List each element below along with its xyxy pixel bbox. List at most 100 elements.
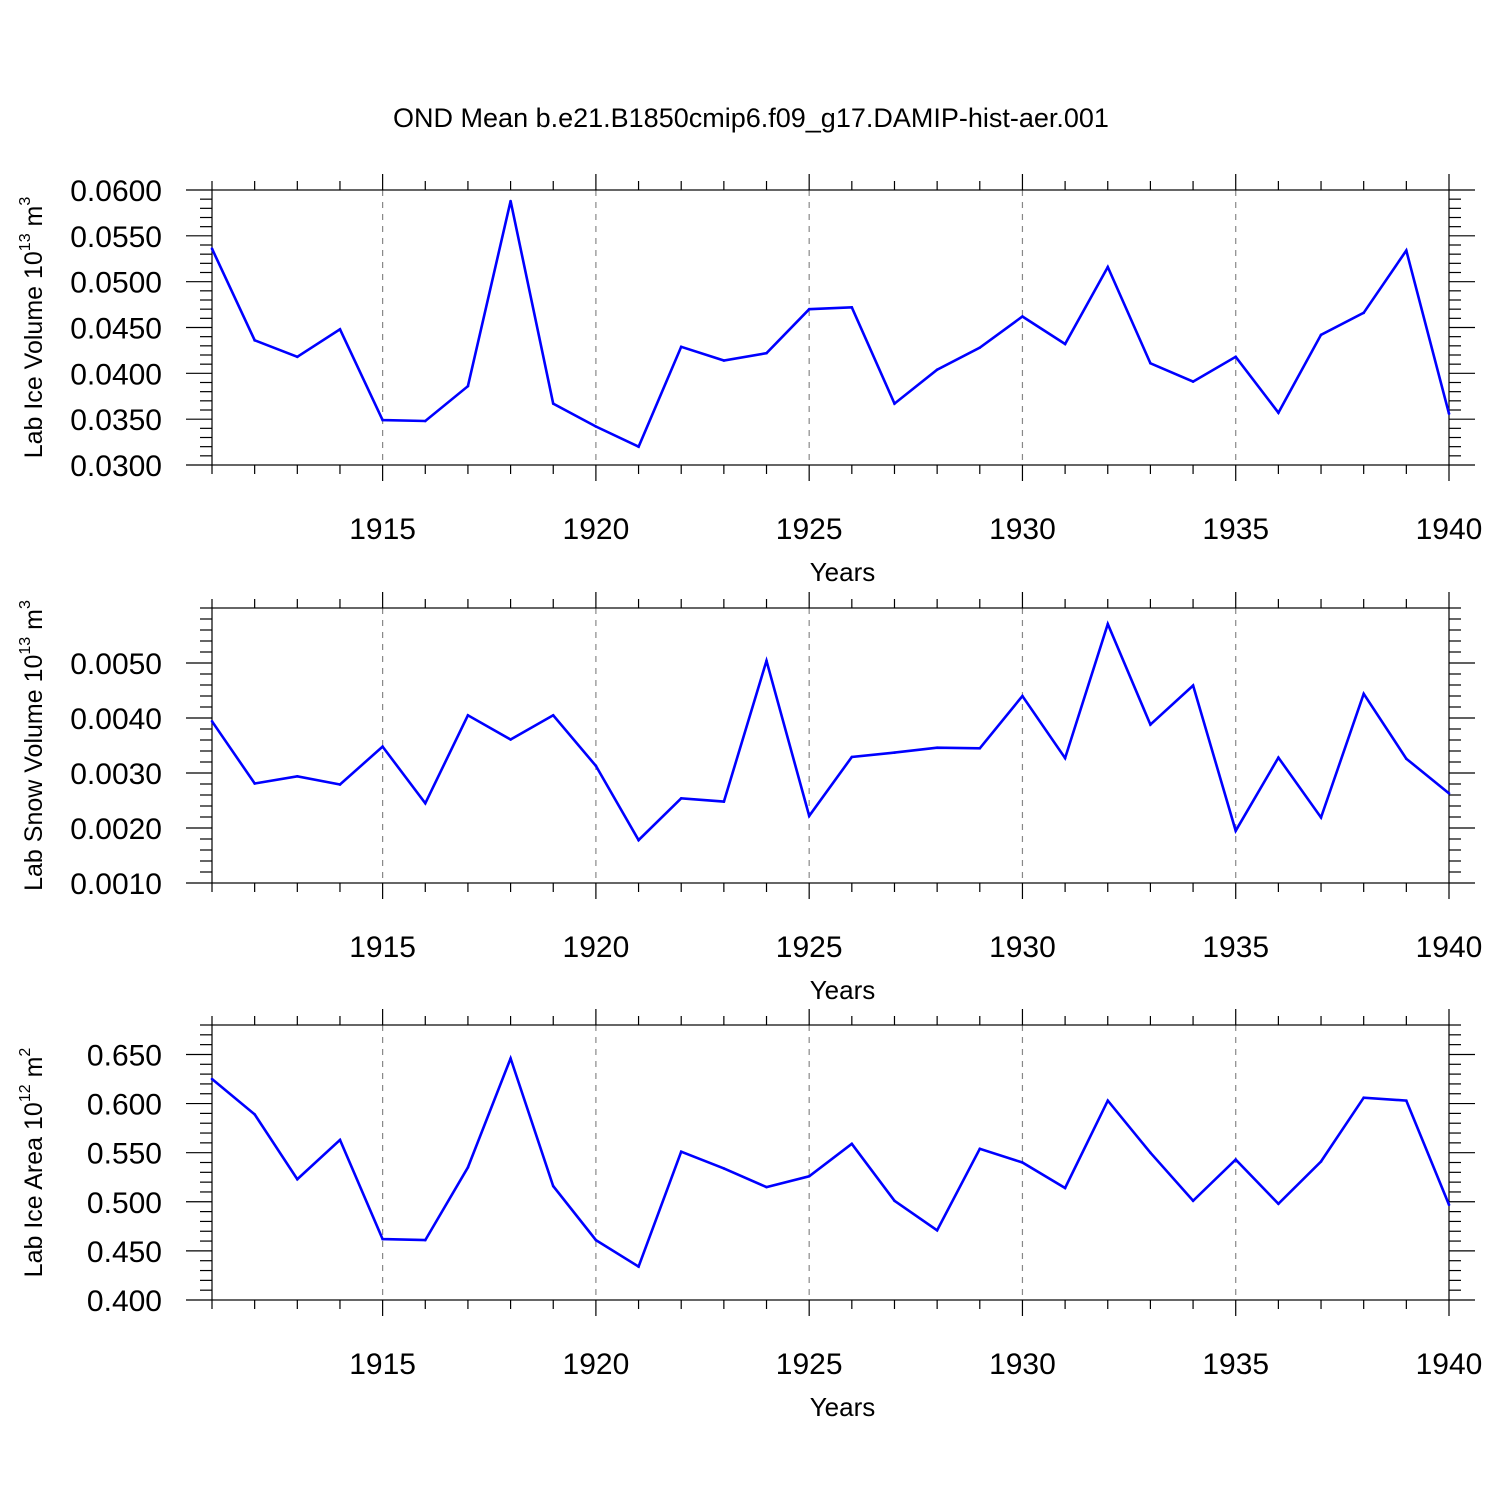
data-point xyxy=(253,1113,256,1116)
data-point xyxy=(978,746,982,750)
data-point xyxy=(594,425,598,428)
data-point xyxy=(551,713,555,717)
y-axis-label-text: Lab Snow Volume 10 xyxy=(20,655,48,891)
data-point xyxy=(850,306,854,309)
y-tick-label: 0.0550 xyxy=(70,221,162,254)
y-axis-label-text: Lab Ice Area 10 xyxy=(20,1102,48,1277)
data-point xyxy=(210,1077,214,1081)
data-point xyxy=(466,384,470,388)
data-point xyxy=(381,418,384,422)
y-tick-label: 0.600 xyxy=(87,1089,162,1122)
data-point xyxy=(210,720,214,723)
data-point xyxy=(1405,249,1408,252)
y-tick-label: 0.0500 xyxy=(70,267,162,300)
data-point xyxy=(1362,692,1365,696)
data-point xyxy=(893,751,896,754)
data-point xyxy=(1021,1161,1024,1164)
y-axis-label-text: Lab Ice Volume 10 xyxy=(20,251,48,458)
data-point xyxy=(637,1265,640,1268)
chart-panels: 0.0300 0.0350 0.0400 0.0450 0.0500 0.0550 0.06… xyxy=(17,174,1482,1422)
y-tick-label: 0.650 xyxy=(87,1039,162,1072)
data-point xyxy=(1106,622,1110,626)
data-point xyxy=(1405,757,1408,760)
data-point xyxy=(935,368,939,371)
data-point xyxy=(1063,342,1067,346)
x-tick-label: 1915 xyxy=(349,1348,416,1381)
data-point xyxy=(423,801,427,805)
data-point xyxy=(1319,1160,1323,1163)
data-point xyxy=(1362,1096,1365,1099)
data-point xyxy=(509,738,512,741)
x-tick-label: 1920 xyxy=(563,931,630,964)
data-point xyxy=(1106,265,1110,269)
y-axis-label-unit-exponent: 2 xyxy=(17,1048,34,1057)
data-point xyxy=(253,339,256,342)
data-point xyxy=(423,1238,427,1242)
chart-panel-3: 0.400 0.450 0.500 0.550 0.600 0.650 1915 1920 19… xyxy=(17,1009,1482,1422)
y-axis-label-unit: m xyxy=(20,206,48,234)
y-tick-label: 0.0030 xyxy=(70,758,162,791)
x-tick-label: 1930 xyxy=(989,513,1056,546)
y-tick-label: 0.0300 xyxy=(70,450,162,483)
data-point xyxy=(807,1174,811,1178)
y-tick-label: 0.0450 xyxy=(70,313,162,346)
y-tick-label: 0.0050 xyxy=(70,648,162,681)
data-point xyxy=(722,1167,726,1170)
data-point xyxy=(1234,1158,1238,1161)
y-axis-label: Lab Snow Volume 1013 m3 xyxy=(17,600,48,891)
x-tick-label: 1935 xyxy=(1202,1348,1269,1381)
data-point xyxy=(722,800,726,803)
y-axis-label-unit-exponent: 3 xyxy=(17,197,34,206)
data-point xyxy=(423,419,427,423)
x-tick-label: 1940 xyxy=(1416,1348,1483,1381)
data-point xyxy=(551,402,555,405)
data-point xyxy=(1063,756,1067,760)
data-point xyxy=(381,1237,384,1241)
y-tick-label: 0.0020 xyxy=(70,813,162,846)
data-point xyxy=(1319,333,1323,337)
data-point xyxy=(1021,694,1024,698)
data-point xyxy=(253,782,256,785)
data-point xyxy=(850,1142,854,1146)
x-tick-label: 1920 xyxy=(563,513,630,546)
y-tick-label: 0.450 xyxy=(87,1236,162,1269)
y-axis-label: Lab Ice Volume 1013 m3 xyxy=(17,197,48,459)
data-point xyxy=(594,764,598,768)
x-tick-label: 1930 xyxy=(989,931,1056,964)
data-point xyxy=(935,746,939,749)
y-tick-label: 0.0010 xyxy=(70,868,162,901)
data-point xyxy=(1149,723,1152,726)
data-point xyxy=(210,247,214,250)
x-tick-label: 1915 xyxy=(349,931,416,964)
data-point xyxy=(296,355,299,359)
y-axis-label-unit: m xyxy=(20,609,48,637)
data-point xyxy=(893,1199,896,1203)
y-tick-label: 0.0600 xyxy=(70,175,162,208)
data-point xyxy=(807,814,811,818)
chart-panel-2: 0.0010 0.0020 0.0030 0.0040 0.0050 1915 1920 19… xyxy=(17,592,1482,1005)
plot-frame xyxy=(211,189,1450,466)
data-point xyxy=(594,1238,598,1242)
data-point xyxy=(765,351,768,355)
data-point xyxy=(1191,684,1195,687)
data-point xyxy=(1021,315,1024,318)
data-point xyxy=(1405,1099,1408,1102)
data-point xyxy=(509,1057,512,1060)
data-point xyxy=(1191,380,1195,383)
series-line xyxy=(210,620,1450,843)
data-point xyxy=(765,659,768,663)
y-axis-label-unit-exponent: 3 xyxy=(17,600,34,609)
y-tick-label: 0.500 xyxy=(87,1187,162,1220)
x-tick-label: 1930 xyxy=(989,1348,1056,1381)
data-point xyxy=(1319,816,1323,819)
plot-frame xyxy=(211,1024,1450,1301)
x-tick-label: 1940 xyxy=(1416,513,1483,546)
series-line xyxy=(210,200,1451,449)
data-point xyxy=(978,1147,982,1151)
data-point xyxy=(1063,1186,1067,1190)
y-tick-label: 0.0040 xyxy=(70,703,162,736)
y-tick-label: 0.0350 xyxy=(70,404,162,437)
data-point xyxy=(1362,311,1365,315)
data-point xyxy=(637,838,640,842)
